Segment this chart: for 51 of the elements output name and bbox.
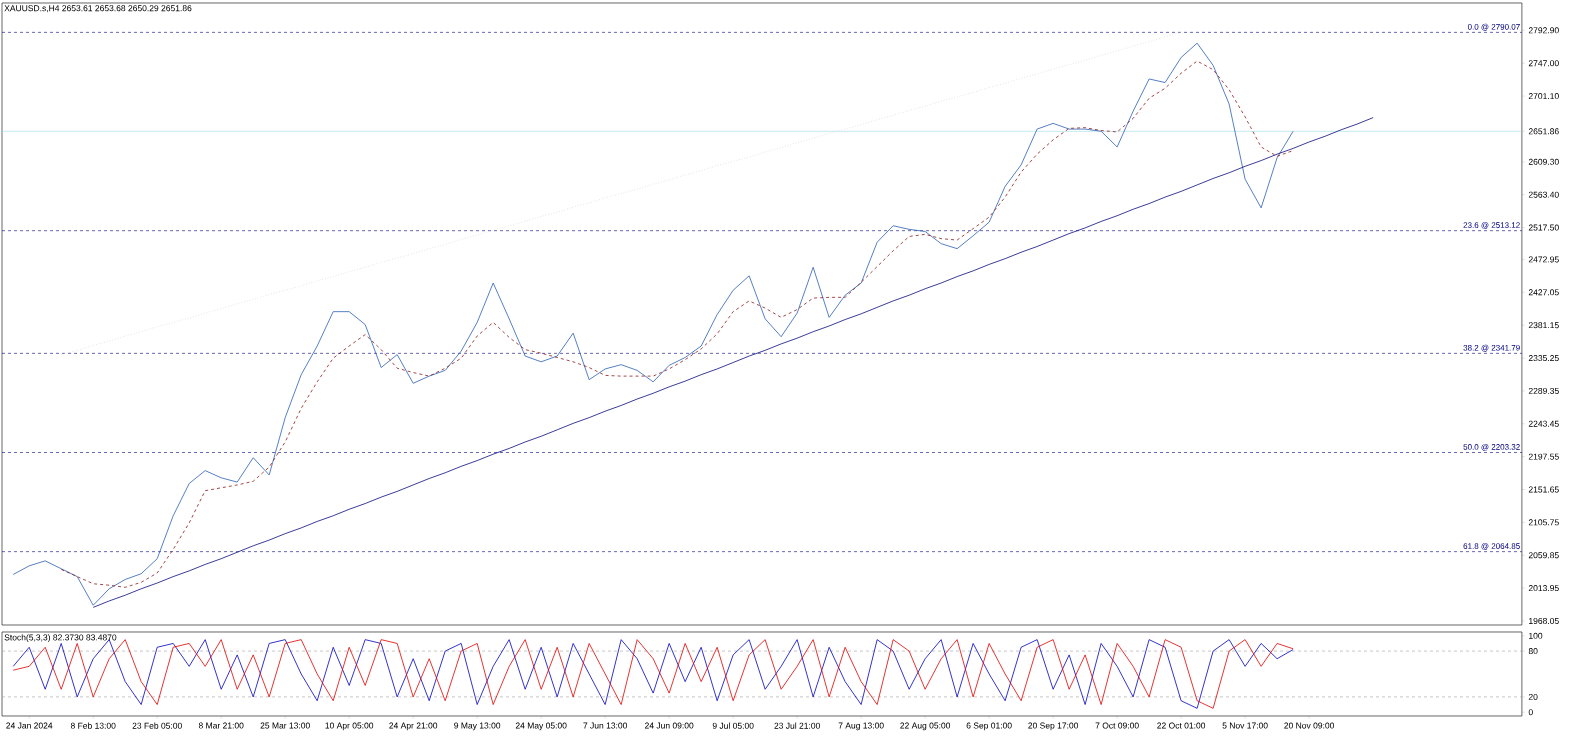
x-tick-label: 23 Feb 05:00	[132, 722, 182, 729]
x-tick-label: 7 Oct 09:00	[1095, 722, 1139, 729]
x-tick-label: 7 Aug 13:00	[838, 722, 884, 731]
ref-line-label: 38.2 @ 2341.79	[1463, 344, 1520, 352]
y-tick-label: 20	[1528, 693, 1538, 700]
y-tick-label: 100	[1529, 632, 1543, 639]
y-tick-label: 2701.10	[1528, 93, 1559, 100]
y-tick-label: 2105.75	[1528, 519, 1559, 526]
ref-line-label: 61.8 @ 2064.85	[1463, 543, 1520, 550]
y-tick-label: 2013.95	[1528, 585, 1559, 592]
y-tick-label: 2335.25	[1528, 355, 1559, 362]
chart-title: XAUUSD.s,H4 2653.61 2653.68 2650.29 2651.86	[4, 5, 192, 13]
y-tick-label: 2151.65	[1528, 486, 1559, 493]
y-tick-label: 2792.90	[1528, 27, 1559, 34]
x-tick-label: 6 Sep 01:00	[966, 722, 1012, 731]
y-tick-label: 2197.55	[1528, 453, 1559, 460]
x-tick-label: 10 Apr 05:00	[325, 722, 374, 731]
x-tick-label: 22 Oct 01:00	[1157, 722, 1206, 729]
y-tick-label: 1968.05	[1529, 617, 1559, 624]
x-tick-label: 8 Mar 21:00	[198, 722, 244, 729]
x-tick-label: 23 Jul 21:00	[774, 722, 820, 729]
x-tick-label: 8 Feb 13:00	[70, 722, 116, 729]
x-tick-label: 24 Jan 2024	[6, 722, 53, 729]
y-tick-label: 2243.45	[1528, 420, 1559, 427]
y-tick-label: 2747.00	[1528, 60, 1559, 67]
ref-line-label: 50.0 @ 2203.32	[1463, 443, 1520, 451]
x-tick-label: 20 Nov 09:00	[1284, 722, 1335, 729]
x-tick-label: 5 Nov 17:00	[1222, 722, 1268, 729]
y-tick-label: 80	[1528, 648, 1538, 655]
x-tick-label: 9 Jul 05:00	[712, 722, 754, 729]
x-tick-label: 20 Sep 17:00	[1028, 722, 1079, 731]
y-tick-label: 2609.30	[1528, 158, 1559, 165]
chart-title: Stoch(5,3,3) 82.3730 83.4870	[4, 634, 117, 643]
y-tick-label: 2289.35	[1528, 387, 1559, 394]
x-tick-label: 7 Jun 13:00	[583, 722, 628, 729]
y-tick-label: 2517.50	[1528, 224, 1559, 231]
x-tick-label: 25 Mar 13:00	[260, 722, 310, 729]
y-tick-label: 0	[1528, 709, 1533, 716]
ref-line-label: 23.6 @ 2513.12	[1463, 222, 1520, 229]
y-tick-label: 2651.86	[1528, 128, 1559, 135]
x-tick-label: 24 Jun 09:00	[645, 722, 694, 729]
y-tick-label: 2563.40	[1528, 191, 1559, 198]
ref-line-label: 0.0 @ 2790.07	[1467, 23, 1520, 31]
y-tick-label: 2059.85	[1528, 552, 1559, 559]
x-tick-label: 22 Aug 05:00	[900, 722, 951, 731]
x-tick-label: 9 May 13:00	[454, 722, 501, 731]
y-tick-label: 2381.15	[1528, 322, 1559, 329]
x-tick-label: 24 May 05:00	[515, 722, 567, 731]
y-tick-label: 2427.05	[1528, 289, 1559, 296]
y-tick-label: 2472.95	[1528, 256, 1559, 263]
x-tick-label: 24 Apr 21:00	[389, 722, 438, 731]
